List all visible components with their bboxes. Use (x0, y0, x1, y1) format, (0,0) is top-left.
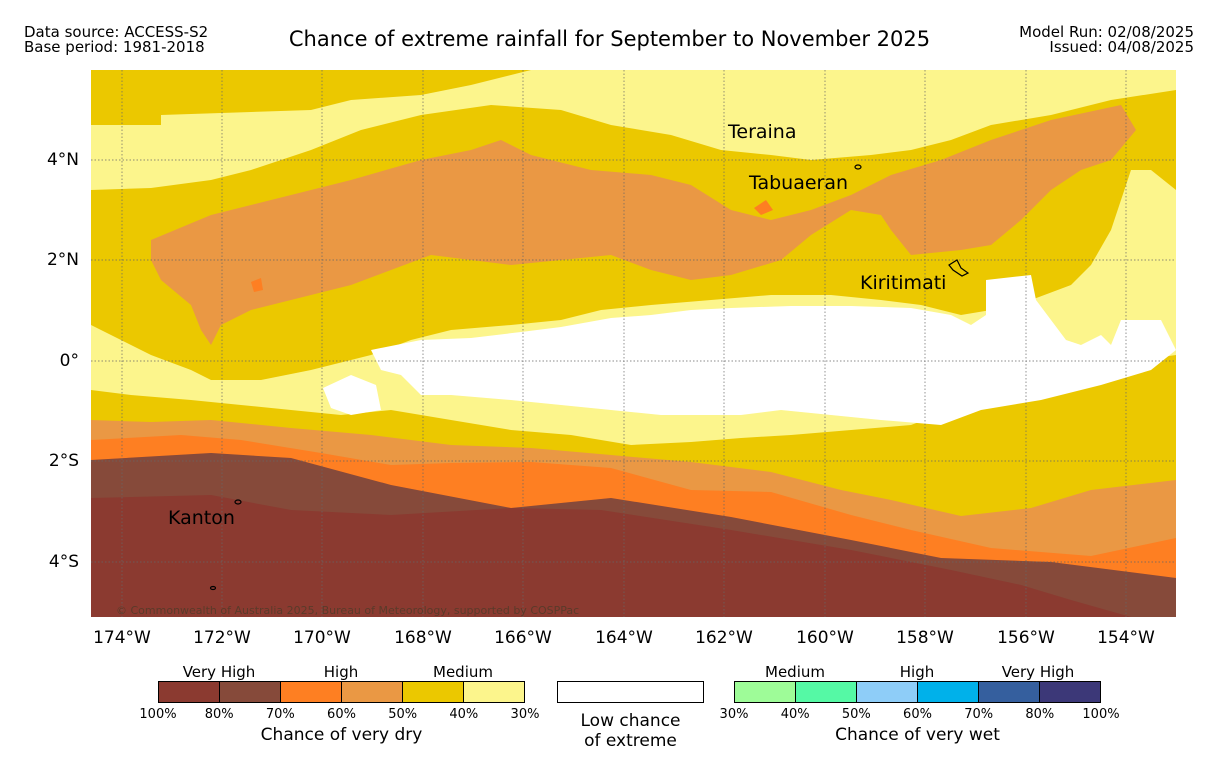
dry-color-swatch-5 (464, 682, 524, 702)
lon-tick: 168°W (394, 628, 452, 648)
wet-colorbar (734, 681, 1101, 703)
latitude-gridlines (91, 159, 1176, 563)
dry-color-swatch-1 (220, 682, 281, 702)
wet-category-high: High (899, 663, 935, 681)
dry-category-very-high: Very High (182, 663, 256, 681)
low-chance-caption-line1: Low chance (580, 711, 681, 731)
dry-tick-label: 80% (204, 707, 234, 722)
low-chance-zone (371, 275, 1176, 425)
high-dry-zone-80 (91, 453, 1176, 617)
dry-core-north (151, 105, 1136, 345)
dry-caption: Chance of very dry (260, 725, 423, 745)
low-chance-patch (323, 375, 381, 415)
low-chance-swatch (557, 681, 704, 703)
wet-tick-label: 100% (1082, 707, 1120, 722)
place-label-kanton: Kanton (168, 507, 235, 529)
dry-speck-2 (754, 200, 773, 215)
place-label-teraina: Teraina (728, 121, 797, 143)
dry-color-swatch-0 (159, 682, 220, 702)
wet-category-medium: Medium (765, 663, 825, 681)
lon-tick: 154°W (1097, 628, 1155, 648)
dry-speck-1 (251, 278, 263, 292)
lat-tick-0: 0° (59, 351, 79, 371)
wet-color-swatch-0 (735, 682, 796, 702)
wet-tick-label: 40% (780, 707, 810, 722)
wet-tick-label: 30% (719, 707, 749, 722)
rainfall-map (91, 70, 1176, 617)
lat-tick-2s: 2°S (48, 451, 79, 471)
lat-tick-4s: 4°S (48, 552, 79, 572)
map-title: Chance of extreme rainfall for September… (288, 27, 931, 51)
dry-tick-label: 50% (388, 707, 418, 722)
longitude-gridlines (121, 70, 1127, 617)
medium-dry-zone-40-north (91, 70, 1176, 190)
base-period-label: Base period: 1981-2018 (24, 38, 205, 56)
wet-tick-label: 50% (841, 707, 871, 722)
lon-tick: 158°W (896, 628, 954, 648)
lon-tick: 160°W (796, 628, 854, 648)
dry-category-medium: Medium (433, 663, 493, 681)
wet-color-swatch-2 (857, 682, 918, 702)
lat-tick-4n: 4°N (46, 150, 79, 170)
wet-color-swatch-1 (796, 682, 857, 702)
lon-tick: 162°W (695, 628, 753, 648)
copyright-notice: © Commonwealth of Australia 2025, Bureau… (116, 604, 580, 617)
wet-color-swatch-3 (918, 682, 979, 702)
dry-category-high: High (323, 663, 359, 681)
wet-tick-label: 80% (1025, 707, 1055, 722)
dry-tick-label: 70% (265, 707, 295, 722)
issued-label: Issued: 04/08/2025 (1049, 38, 1194, 56)
dry-tick-label: 100% (139, 707, 177, 722)
dry-tick-label: 60% (327, 707, 356, 722)
lat-tick-2n: 2°N (46, 250, 79, 270)
place-label-tabuaeran: Tabuaeran (749, 172, 849, 194)
model-run-label: Model Run: 02/08/2025 (1019, 23, 1194, 41)
dry-color-swatch-3 (342, 682, 403, 702)
dry-tick-label: 30% (510, 707, 540, 722)
lon-tick: 166°W (494, 628, 552, 648)
lon-tick: 172°W (193, 628, 251, 648)
data-source-label: Data source: ACCESS-S2 (24, 23, 209, 41)
lon-tick: 170°W (293, 628, 351, 648)
wet-tick-label: 60% (903, 707, 932, 722)
lon-tick: 156°W (997, 628, 1055, 648)
wet-tick-label: 70% (964, 707, 994, 722)
island-outlines (209, 164, 970, 591)
dry-color-swatch-2 (281, 682, 342, 702)
low-chance-caption-line2: of extreme (584, 731, 677, 751)
wet-category-very-high: Very High (1001, 663, 1075, 681)
map-canvas (91, 70, 1176, 617)
dry-colorbar (158, 681, 525, 703)
wet-color-swatch-4 (979, 682, 1040, 702)
dry-tick-label: 40% (449, 707, 479, 722)
dry-color-swatch-4 (403, 682, 464, 702)
lon-tick: 164°W (595, 628, 653, 648)
wet-caption: Chance of very wet (835, 725, 1000, 745)
place-label-kiritimati: Kiritimati (860, 272, 947, 294)
lon-tick: 174°W (93, 628, 151, 648)
wet-color-swatch-5 (1040, 682, 1100, 702)
